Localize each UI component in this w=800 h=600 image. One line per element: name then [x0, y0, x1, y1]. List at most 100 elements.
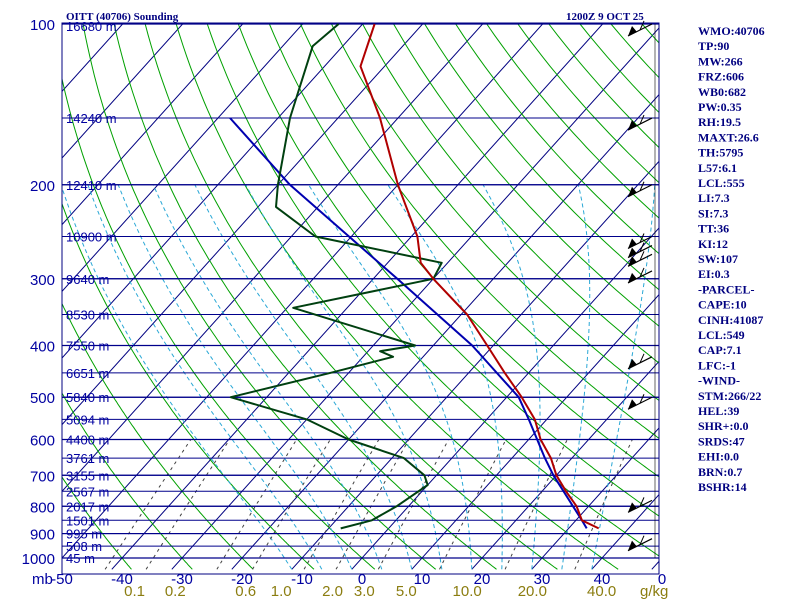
height-label: 1501 m — [66, 513, 109, 528]
wind-barb-flag — [628, 26, 637, 36]
dry-adiabat-line — [206, 23, 659, 557]
index-item: BSHR:14 — [698, 480, 747, 494]
wind-barb-flag — [628, 120, 637, 131]
units-label: mb — [32, 571, 53, 588]
dry-adiabat-line — [62, 476, 132, 570]
index-item: SHR+:0.0 — [698, 419, 749, 433]
moist-adiabat-line — [117, 184, 353, 570]
mixing-ratio-label: 0.6 — [235, 583, 256, 600]
wind-barb-flag — [628, 256, 637, 267]
wind-barb-feather — [639, 535, 645, 545]
temperature-label: -10 — [291, 571, 313, 588]
index-item: RH:19.5 — [698, 115, 741, 129]
height-label: 10900 m — [66, 229, 117, 244]
chart-title: OITT (40706) Sounding — [66, 11, 179, 23]
index-item: CAP:7.1 — [698, 343, 742, 357]
dry-adiabat-line — [62, 302, 254, 570]
grid-lines — [0, 12, 659, 570]
isotherm-line — [351, 227, 659, 570]
wind-barb — [627, 114, 653, 131]
moist-adiabat-line — [62, 186, 293, 570]
moist-adiabat-line — [87, 184, 323, 570]
index-item: MAXT:26.6 — [698, 130, 759, 144]
pressure-label: 600 — [30, 433, 55, 450]
mixing-ratio-line — [377, 439, 450, 570]
wind-barb-feather — [639, 233, 645, 243]
pressure-label: 100 — [30, 17, 55, 34]
isotherm-line — [171, 27, 659, 570]
index-item: EI:0.3 — [698, 267, 730, 281]
index-item: KI:12 — [698, 237, 728, 251]
isotherm-line — [62, 23, 485, 493]
mixing-ratio-line — [145, 439, 231, 570]
height-label: 5094 m — [66, 412, 109, 427]
dry-adiabat-line — [113, 23, 497, 570]
mixing-ratio-label: 40.0 — [587, 583, 616, 600]
mixing-ratio-label: 5.0 — [396, 583, 417, 600]
wind-barb-flag — [628, 186, 637, 197]
index-item: MW:266 — [698, 54, 743, 68]
index-item: LCL:555 — [698, 176, 745, 190]
index-item: EHI:0.0 — [698, 450, 739, 464]
wind-barb — [627, 497, 653, 513]
isotherm-line — [62, 23, 185, 159]
wind-barb — [627, 394, 653, 410]
mixing-ratio-line — [439, 439, 507, 570]
pressure-label: 200 — [30, 178, 55, 195]
mixing-ratio-label: 0.2 — [165, 583, 186, 600]
index-item: WMO:40706 — [698, 24, 765, 38]
temperature-label: 0 — [658, 571, 666, 588]
moist-adiabat-line — [482, 184, 541, 570]
dry-adiabat-line — [299, 23, 659, 439]
index-item: BRN:0.7 — [698, 465, 742, 479]
wind-barb-feather — [639, 251, 645, 261]
mixing-ratio-line — [252, 439, 331, 570]
dry-adiabat-line — [237, 23, 659, 517]
wind-barb — [627, 233, 653, 250]
height-label: 12410 m — [66, 178, 117, 193]
index-item: LFC:-1 — [698, 358, 736, 372]
index-item: SRDS:47 — [698, 434, 745, 448]
index-item: PW:0.35 — [698, 100, 742, 114]
height-label: 4400 m — [66, 433, 109, 448]
dry-adiabat-line — [423, 23, 659, 291]
index-item: L57:6.1 — [698, 161, 737, 175]
index-item: HEL:39 — [698, 404, 739, 418]
height-label: 995 m — [66, 527, 102, 542]
mixing-ratio-label: 20.0 — [518, 583, 547, 600]
mixing-ratio-label: 1.0 — [271, 583, 292, 600]
height-label: 5840 m — [66, 390, 109, 405]
wind-barb — [627, 267, 653, 284]
moist-adiabat-line — [152, 184, 383, 570]
dewpoint-profile — [229, 23, 443, 530]
mixing-ratio-line — [303, 439, 380, 570]
moist-adiabat-line — [308, 184, 473, 570]
wind-barb — [627, 242, 653, 259]
isotherm-line — [62, 23, 305, 293]
pressure-label: 500 — [30, 390, 55, 407]
wind-barb-feather — [639, 353, 645, 364]
isotherm-line — [62, 23, 545, 559]
dry-adiabat-line — [330, 23, 659, 402]
isotherm-line — [111, 23, 605, 570]
isotherm-line — [62, 23, 425, 426]
height-label: 2567 m — [66, 484, 109, 499]
index-item: SW:107 — [698, 252, 738, 266]
wind-barb-feather — [639, 181, 645, 191]
moist-adiabat-line — [387, 184, 503, 570]
wind-barb-flag — [628, 540, 637, 551]
height-label: 2017 m — [66, 499, 109, 514]
temperature-profile — [359, 23, 600, 530]
wind-barb-feather — [639, 267, 645, 278]
moist-adiabat-line — [245, 184, 443, 570]
temperature-label: -40 — [111, 571, 133, 588]
mixing-ratio-label: 3.0 — [354, 583, 375, 600]
mixing-ratio-label: 10.0 — [453, 583, 482, 600]
wind-barb-feather — [639, 394, 645, 404]
wind-barbs — [627, 20, 656, 558]
chart-datetime: 1200Z 9 OCT 25 — [566, 11, 644, 23]
index-item: TT:36 — [698, 222, 729, 236]
pressure-label: 700 — [30, 468, 55, 485]
plot-frame — [61, 22, 660, 575]
isotherm-line — [0, 12, 13, 569]
